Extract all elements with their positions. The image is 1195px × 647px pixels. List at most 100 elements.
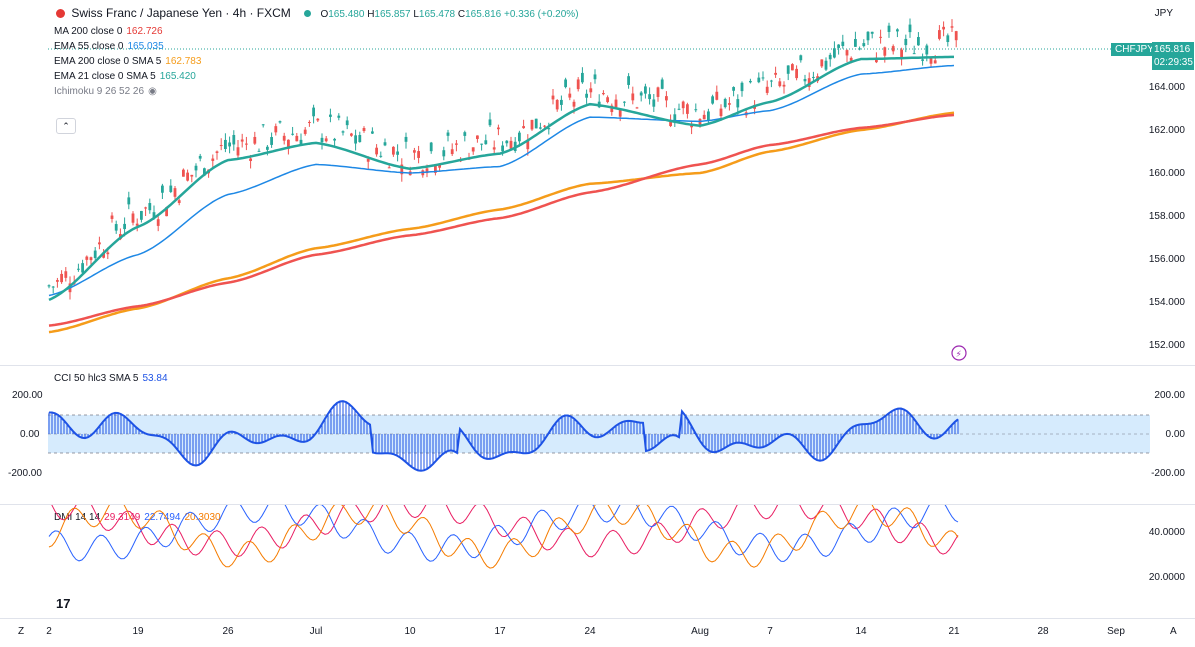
y-tick: 164.000 xyxy=(1148,82,1185,93)
candle-body xyxy=(921,59,924,61)
candle-body xyxy=(526,139,530,150)
candle-body xyxy=(799,55,803,61)
market-status-dot xyxy=(304,10,312,17)
dmi-chart[interactable] xyxy=(0,505,1150,617)
candle-body xyxy=(933,60,937,64)
timezone-z-button[interactable]: Z xyxy=(18,626,25,637)
candle-body xyxy=(833,48,836,58)
symbol-tag: CHFJPY xyxy=(1111,43,1158,56)
candle-body xyxy=(488,119,492,126)
candle-body xyxy=(400,164,404,175)
legend-ema21[interactable]: EMA 21 close 0 SMA 5 165.420 xyxy=(54,71,196,82)
candle-body xyxy=(879,36,882,38)
candle-body xyxy=(770,80,773,82)
candle-body xyxy=(379,155,383,157)
tradingview-logo[interactable]: 17 xyxy=(56,596,71,611)
candle-body xyxy=(375,147,378,155)
candle-body xyxy=(81,263,84,273)
legend-ma200[interactable]: MA 200 close 0 162.726 xyxy=(54,26,163,37)
candle-body xyxy=(123,223,126,230)
candle-body xyxy=(606,97,609,103)
dmi-y-tick: 20.0000 xyxy=(1148,572,1185,583)
last-price-tag: 165.816 02:29:35 xyxy=(1152,42,1194,70)
candle-body xyxy=(917,37,920,46)
candle-body xyxy=(303,129,307,134)
candle-body xyxy=(560,99,563,105)
cci-chart[interactable] xyxy=(0,366,1150,504)
alert-lightning-icon xyxy=(951,345,967,361)
candle-body xyxy=(757,77,761,83)
candle-body xyxy=(140,210,143,220)
candle-body xyxy=(102,252,105,258)
candle-body xyxy=(324,138,328,142)
candle-body xyxy=(660,79,664,89)
candle-body xyxy=(383,142,387,146)
collapse-legend-button[interactable]: ⌃ xyxy=(56,118,76,134)
candle-body xyxy=(870,31,874,34)
candle-body xyxy=(203,168,206,176)
legend-ema55[interactable]: EMA 55 close 0 165.035 xyxy=(54,41,164,52)
cci-left-tick: -200.00 xyxy=(8,468,42,479)
candle-body xyxy=(345,120,349,126)
candle-body xyxy=(396,151,399,155)
candle-body xyxy=(652,99,656,107)
candle-body xyxy=(480,143,483,145)
candle-body xyxy=(135,223,139,226)
y-tick: 152.000 xyxy=(1148,340,1185,351)
candle-body xyxy=(904,38,908,46)
candle-body xyxy=(114,224,118,231)
candle-body xyxy=(749,80,752,83)
eye-hidden-icon[interactable]: ◉ xyxy=(148,86,157,97)
candle-body xyxy=(530,119,534,130)
candle-body xyxy=(85,256,89,260)
candle-body xyxy=(694,109,698,111)
candle-body xyxy=(245,143,248,145)
cci-legend[interactable]: CCI 50 hlc3 SMA 5 53.84 xyxy=(54,373,168,384)
candle-body xyxy=(320,137,324,143)
auto-scale-a-button[interactable]: A xyxy=(1170,626,1177,637)
candle-body xyxy=(337,115,341,118)
candle-body xyxy=(912,53,916,55)
dmi-legend[interactable]: DMI 14 14 29.3149 22.7494 20.3030 xyxy=(54,512,221,523)
candle-body xyxy=(505,140,509,144)
candle-body xyxy=(627,76,630,85)
candle-body xyxy=(778,81,782,87)
cci-y-tick: 200.00 xyxy=(1154,390,1185,401)
price-chart[interactable]: ⚡ xyxy=(0,0,1150,365)
candle-body xyxy=(715,91,719,100)
candle-body xyxy=(929,58,933,64)
symbol-title[interactable]: Swiss Franc / Japanese Yen · 4h · FXCM xyxy=(71,6,291,20)
candle-body xyxy=(253,136,257,144)
legend-ichimoku[interactable]: Ichimoku 9 26 52 26 ◉ xyxy=(54,86,157,97)
candle-body xyxy=(463,132,467,136)
candle-body xyxy=(711,96,714,104)
candle-body xyxy=(707,111,710,121)
candle-body xyxy=(308,121,311,123)
candle-body xyxy=(728,103,731,105)
candle-body xyxy=(131,213,135,223)
candle-body xyxy=(476,135,479,139)
candle-body xyxy=(942,26,945,30)
candle-body xyxy=(518,132,521,142)
candle-body xyxy=(782,84,786,87)
candle-body xyxy=(261,124,265,126)
currency-label[interactable]: JPY xyxy=(1154,8,1173,19)
candle-body xyxy=(161,185,164,193)
candle-body xyxy=(581,72,584,83)
svg-text:⚡: ⚡ xyxy=(956,350,962,360)
candle-body xyxy=(925,45,929,55)
candle-body xyxy=(896,29,899,32)
candle-body xyxy=(547,128,551,130)
candle-body xyxy=(215,151,219,153)
ohlc-readout: O165.480 H165.857 L165.478 C165.816 +0.3… xyxy=(320,9,579,20)
candle-body xyxy=(144,207,147,209)
candle-body xyxy=(539,127,542,129)
x-tick: 21 xyxy=(948,626,960,637)
legend-ema200[interactable]: EMA 200 close 0 SMA 5 162.783 xyxy=(54,56,202,67)
candle-body xyxy=(681,101,685,109)
candle-body xyxy=(828,54,832,60)
candle-body xyxy=(450,149,454,155)
candle-body xyxy=(190,174,194,177)
symbol-header: Swiss Franc / Japanese Yen · 4h · FXCM O… xyxy=(56,6,579,20)
candle-body xyxy=(765,86,769,93)
